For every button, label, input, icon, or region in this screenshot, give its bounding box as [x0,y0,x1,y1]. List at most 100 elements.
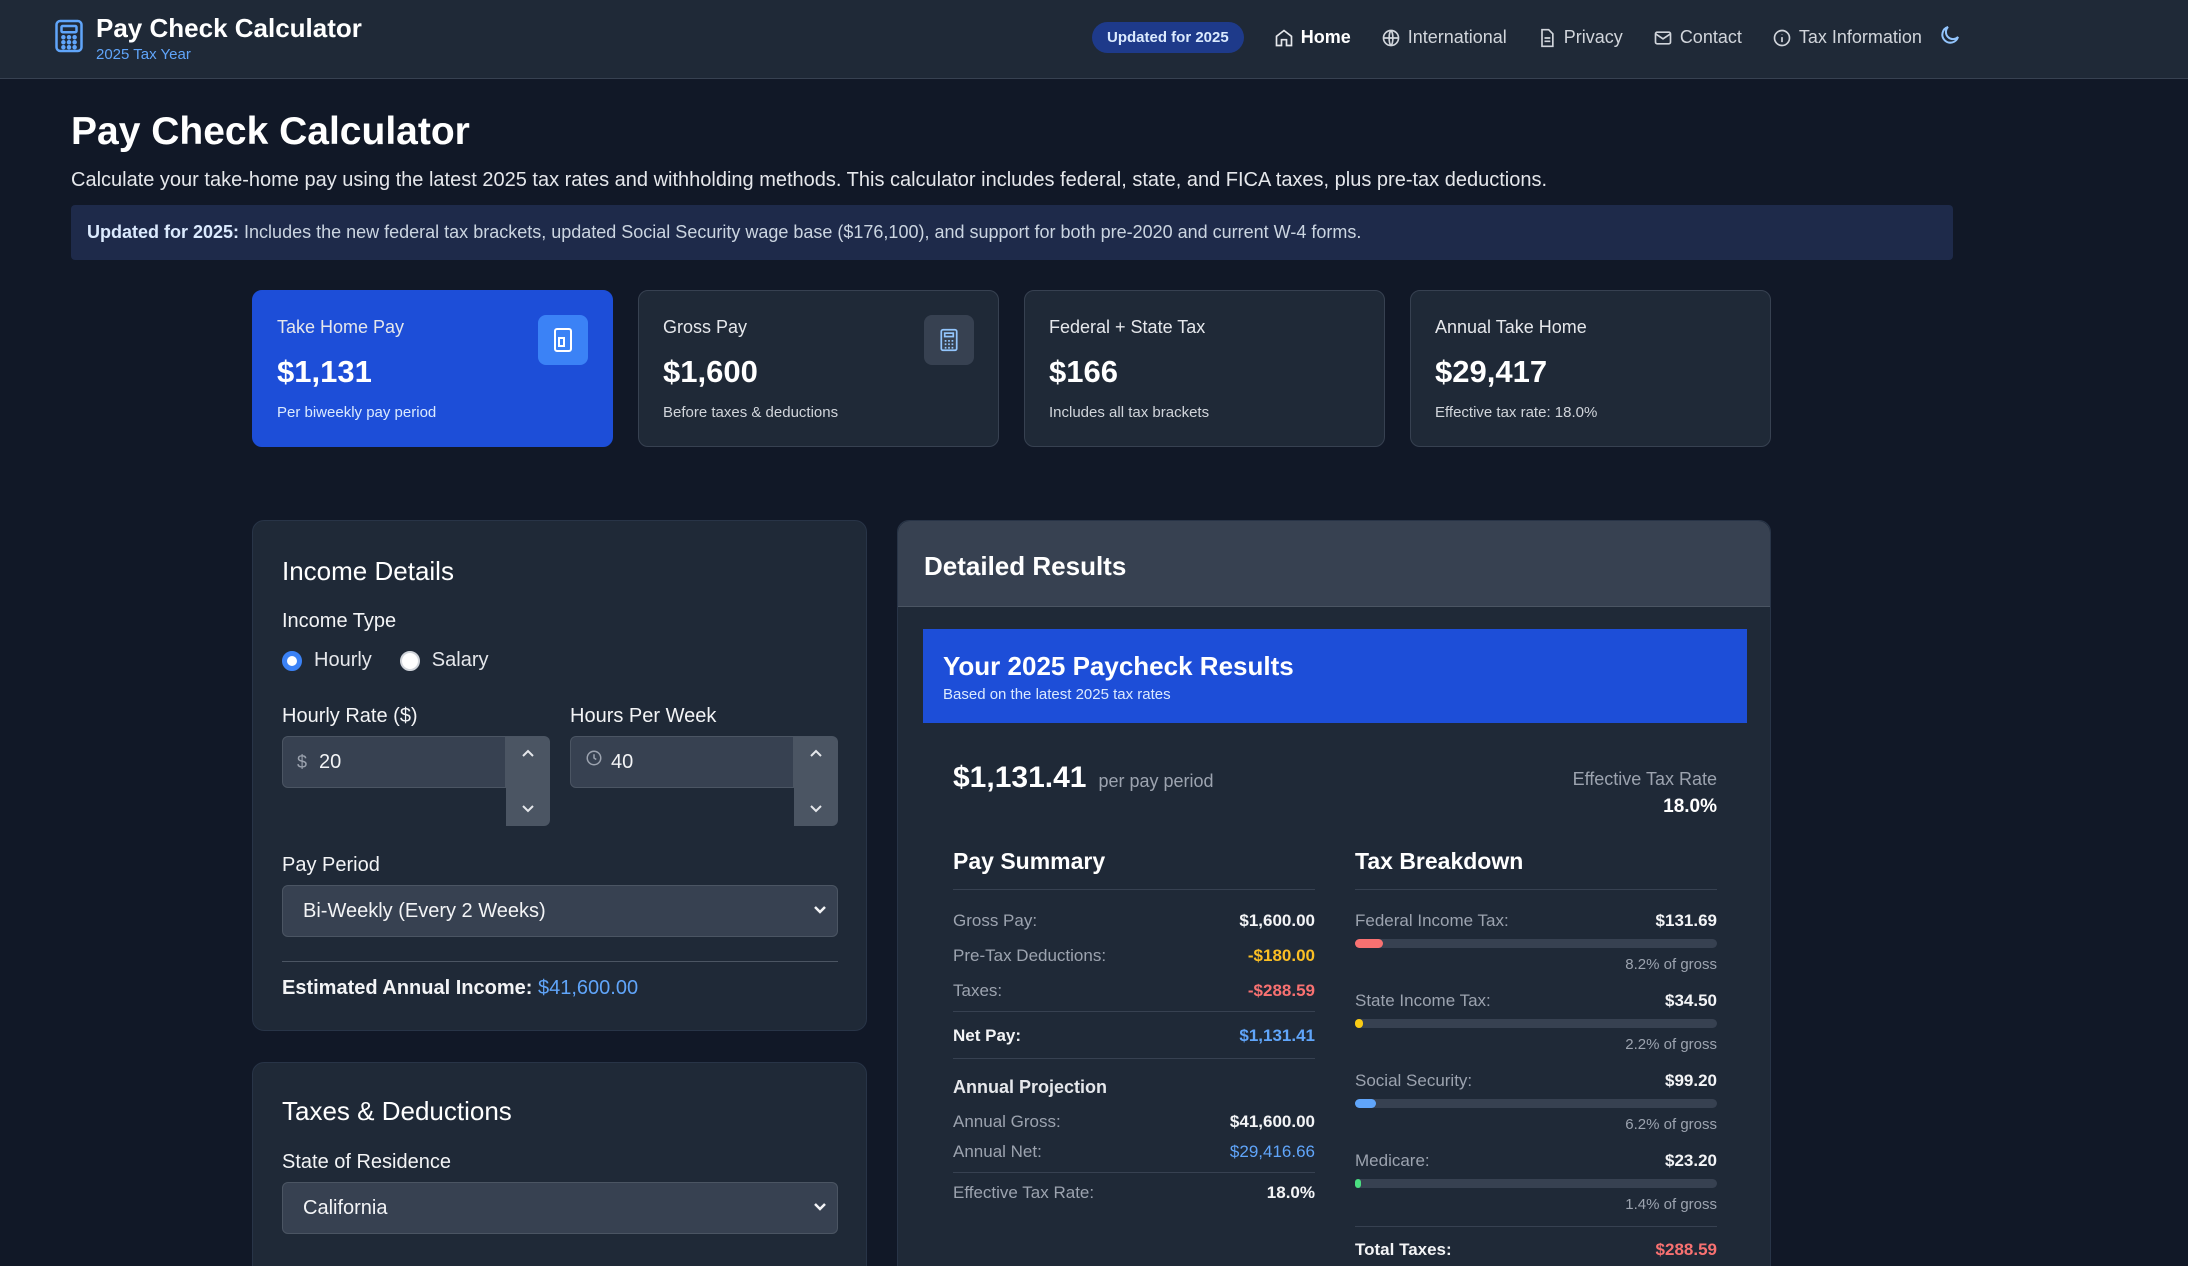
breakdown-bar-fill [1355,1099,1376,1108]
breakdown-label: Federal Income Tax: [1355,911,1509,930]
stat-label: Annual Take Home [1435,317,1587,337]
annual-projection-title: Annual Projection [953,1077,1108,1097]
pay-period-select[interactable]: Bi-Weekly (Every 2 Weeks) [282,885,838,937]
nav-contact[interactable]: Contact [1653,27,1742,48]
tablet-icon [538,315,588,365]
breakdown-bar-fill [1355,1179,1361,1188]
stat-note: Before taxes & deductions [663,404,839,421]
brand[interactable]: Pay Check Calculator 2025 Tax Year [54,14,362,63]
chevron-down-icon[interactable] [809,804,823,814]
hourly-rate-spinner [506,736,550,826]
state-value: California [303,1196,388,1219]
pay-period-label: Pay Period [282,854,380,876]
page-description: Calculate your take-home pay using the l… [71,169,1548,191]
clock-icon [586,750,602,766]
total-taxes-row: Total Taxes: $288.59 [1355,1226,1717,1260]
main-nav: Updated for 2025 Home International Priv… [1092,22,1952,53]
breakdown-bar [1355,939,1717,948]
gross-pay-card: Gross Pay $1,600 Before taxes & deductio… [638,290,999,447]
dollar-prefix: $ [297,751,308,772]
breakdown-social-security: Social Security: $99.20 6.2% of gross [1355,1071,1717,1133]
breakdown-medicare: Medicare: $23.20 1.4% of gross [1355,1151,1717,1213]
row-label: Effective Tax Rate: [953,1183,1095,1202]
hourly-rate-stepper: $ 20 [282,736,550,826]
summary-row-pretax: Pre-Tax Deductions: -$180.00 [953,946,1315,966]
home-icon [1275,28,1293,46]
chevron-up-icon[interactable] [809,748,823,758]
hours-per-week-spinner [794,736,838,826]
radio-hourly[interactable]: Hourly [282,649,372,672]
nav-tax-information-label: Tax Information [1798,27,1922,47]
row-value: -$180.00 [1247,946,1315,965]
results-banner: Your 2025 Paycheck Results Based on the … [923,629,1747,723]
row-value: -$288.59 [1247,981,1315,1000]
radio-hourly-control[interactable] [282,650,302,671]
net-suffix: per pay period [1098,771,1214,791]
row-label: Net Pay: [953,1026,1022,1045]
row-label: Pre-Tax Deductions: [953,946,1107,965]
row-label: Gross Pay: [953,911,1038,930]
estimated-annual-income: Estimated Annual Income: $41,600.00 [282,977,638,1000]
income-type-group: Hourly Salary [282,649,489,672]
row-value: $41,600.00 [1229,1112,1315,1131]
nav-privacy[interactable]: Privacy [1537,27,1623,48]
stat-label: Take Home Pay [277,317,405,337]
row-value: $1,131.41 [1239,1026,1315,1045]
row-value: $29,416.66 [1229,1142,1315,1161]
stat-label: Gross Pay [663,317,748,337]
row-value: 18.0% [1266,1183,1315,1202]
breakdown-percent: 2.2% of gross [1625,1036,1717,1053]
total-taxes-value: $288.59 [1655,1240,1717,1259]
nav-home[interactable]: Home [1274,27,1351,48]
summary-row-taxes: Taxes: -$288.59 [953,981,1315,1012]
notice-text: Includes the new federal tax brackets, u… [239,222,1362,242]
pay-summary-title: Pay Summary [953,848,1315,890]
net-amount: $1,131.41 [953,761,1087,794]
chevron-down-icon [814,1203,826,1211]
breakdown-bar-fill [1355,939,1383,948]
hours-per-week-value: 40 [611,750,634,773]
income-type-label: Income Type [282,610,397,632]
breakdown-bar [1355,1179,1717,1188]
breakdown-value: $131.69 [1655,911,1717,930]
state-select[interactable]: California [282,1182,838,1234]
radio-salary[interactable]: Salary [399,649,489,672]
row-value: $1,600.00 [1239,911,1315,930]
stat-note: Includes all tax brackets [1049,404,1210,421]
hourly-rate-input[interactable]: $ 20 [282,736,506,788]
income-details-panel: Income Details Income Type Hourly Salary… [252,520,867,1031]
app-title: Pay Check Calculator [96,13,362,43]
stat-note: Per biweekly pay period [277,404,437,421]
radio-salary-label: Salary [431,649,489,671]
breakdown-bar [1355,1099,1717,1108]
tax-breakdown-title: Tax Breakdown [1355,848,1717,890]
hours-per-week-input[interactable]: 40 [570,736,794,788]
nav-international[interactable]: International [1381,27,1507,48]
document-icon [1540,28,1554,47]
top-navbar: Pay Check Calculator 2025 Tax Year Updat… [0,0,2188,79]
nav-tax-information[interactable]: Tax Information [1772,27,1922,48]
breakdown-percent: 6.2% of gross [1625,1116,1717,1133]
summary-row-gross: Gross Pay: $1,600.00 [953,911,1315,931]
calculator-icon [924,315,974,365]
total-taxes-label: Total Taxes: [1355,1240,1452,1259]
nav-home-label: Home [1300,27,1351,47]
hourly-rate-label: Hourly Rate ($) [282,705,418,727]
radio-salary-control[interactable] [399,650,420,671]
nav-international-label: International [1407,27,1507,47]
chevron-down-icon[interactable] [521,804,535,814]
chevron-up-icon[interactable] [521,748,535,758]
stat-note: Effective tax rate: 18.0% [1435,404,1598,421]
updated-badge: Updated for 2025 [1092,22,1244,53]
breakdown-value: $23.20 [1665,1151,1717,1170]
pay-summary: Pay Summary Gross Pay: $1,600.00 Pre-Tax… [953,848,1315,1203]
state-of-residence-label: State of Residence [282,1151,451,1173]
stat-value: $1,131 [277,354,372,389]
pay-period-value: Bi-Weekly (Every 2 Weeks) [303,899,546,922]
chevron-down-icon [814,906,826,914]
breakdown-percent: 8.2% of gross [1625,956,1717,973]
breakdown-bar [1355,1019,1717,1028]
info-icon [1773,29,1791,46]
mail-icon [1654,30,1672,45]
moon-icon[interactable] [1938,22,1962,48]
